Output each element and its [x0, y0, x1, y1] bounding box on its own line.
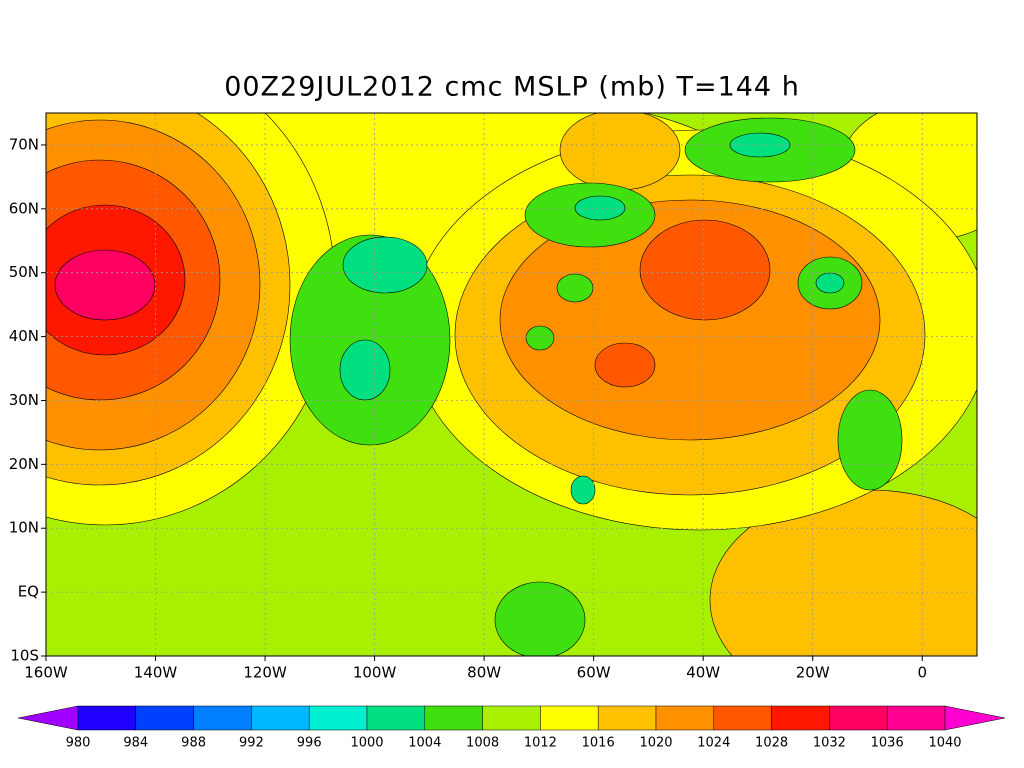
colorbar-label: 996 [297, 736, 322, 751]
x-tick-label: 140W [134, 664, 178, 682]
pressure-region [570, 475, 596, 505]
x-tick-label: 20W [796, 664, 830, 682]
colorbar-box [366, 705, 426, 731]
colorbar-label: 1012 [524, 736, 557, 751]
y-tick-label: EQ [18, 583, 39, 601]
colorbar-label: 1028 [755, 736, 788, 751]
plot-frame [45, 112, 978, 657]
x-tick-label: 100W [353, 664, 397, 682]
colorbar-high-tip [944, 705, 1006, 731]
x-tick-label: 120W [243, 664, 287, 682]
colorbar-label: 1040 [928, 736, 961, 751]
pressure-region [342, 236, 428, 294]
colorbar-label: 1036 [871, 736, 904, 751]
pressure-region [54, 249, 156, 321]
y-tick-label: 70N [9, 135, 39, 153]
colorbar-box [713, 705, 772, 731]
axes: 160W 140W 120W 100W 80W 60W 40W 20W 0 10S EQ 10N 20N… [9, 135, 927, 681]
y-tick-label: 50N [9, 263, 39, 281]
colorbar-box [597, 705, 657, 731]
pressure-region [494, 581, 586, 656]
pressure-region [594, 342, 656, 388]
colorbar-label: 1008 [466, 736, 499, 751]
pressure-region [525, 325, 555, 351]
colorbar-label: 992 [239, 736, 264, 751]
pressure-region [556, 273, 594, 303]
pressure-region [729, 132, 791, 158]
y-tick-label: 10S [10, 647, 39, 665]
y-tick-label: 20N [9, 455, 39, 473]
pressure-region [815, 272, 845, 294]
colorbar-box [829, 705, 888, 731]
colorbar-box [771, 705, 830, 731]
colorbar-label: 1004 [408, 736, 441, 751]
colorbar-box [482, 705, 541, 731]
x-tick-label: 60W [577, 664, 611, 682]
x-tick-label: 80W [467, 664, 501, 682]
colorbar-box [655, 705, 715, 731]
colorbar-label: 1032 [813, 736, 846, 751]
map-title: 00Z29JUL2012 cmc MSLP (mb) T=144 h [224, 72, 800, 103]
x-tick-label: 160W [24, 664, 68, 682]
colorbar-label: 980 [66, 736, 91, 751]
colorbar-box [193, 705, 252, 731]
pressure-region [574, 195, 626, 221]
y-tick-label: 40N [9, 327, 39, 345]
pressure-region [499, 199, 881, 441]
y-tick-label: 10N [9, 519, 39, 537]
colorbar-low-tip [17, 705, 79, 731]
colorbar-label: 1000 [350, 736, 383, 751]
x-tick-label: 0 [917, 664, 927, 682]
pressure-region [339, 339, 391, 401]
colorbar-label: 1020 [639, 736, 672, 751]
colorbar-box [77, 705, 137, 731]
colorbar-label: 984 [123, 736, 148, 751]
colorbar-box [424, 705, 483, 731]
pressure-region [837, 389, 903, 491]
colorbar-box [251, 705, 310, 731]
colorbar-label: 1024 [697, 736, 730, 751]
colorbar-box [886, 705, 946, 731]
pressure-region [559, 113, 681, 191]
colorbar-label: 988 [181, 736, 206, 751]
colorbar-box [135, 705, 194, 731]
pressure-field [46, 113, 977, 656]
colorbar-box [308, 705, 368, 731]
x-tick-label: 40W [686, 664, 720, 682]
colorbar-box [540, 705, 599, 731]
pressure-region [639, 219, 771, 321]
colorbar: 980 984 988 992 996 1000 1004 1008 1012 1016 1020 1… [17, 705, 1006, 751]
colorbar-label: 1016 [582, 736, 615, 751]
y-tick-label: 60N [9, 199, 39, 217]
y-tick-label: 30N [9, 391, 39, 409]
